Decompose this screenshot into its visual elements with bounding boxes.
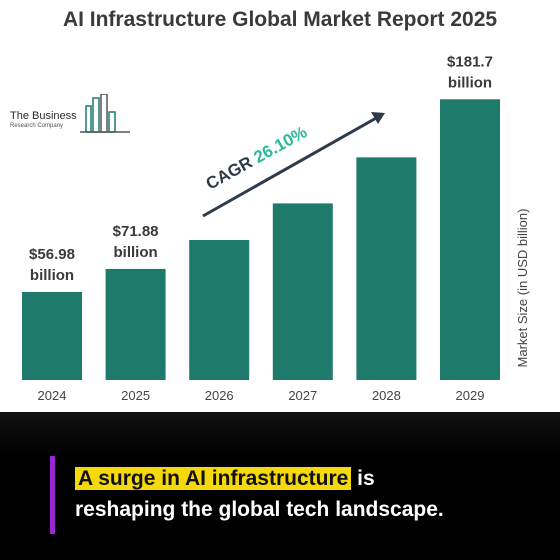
x-tick-label: 2026 — [205, 388, 234, 403]
bar-2025 — [105, 268, 166, 380]
bar-2029 — [440, 99, 500, 380]
data-label-unit: billion — [114, 244, 158, 261]
data-label-unit: billion — [30, 267, 74, 284]
x-tick-label: 2029 — [456, 388, 485, 403]
bar-2027 — [272, 203, 333, 380]
y-axis-label: Market Size (in USD billion) — [515, 209, 530, 368]
bar-chart: 2024 2025 2026 2027 2028 2029 $56.98 billion $71… — [22, 53, 530, 403]
x-tick-label: 2024 — [38, 388, 67, 403]
cagr-annotation: CAGR 26.10% — [203, 122, 311, 193]
caption-accent-bar — [50, 456, 55, 534]
bar-2026 — [189, 240, 250, 380]
logo-subtext: Research Company — [10, 123, 64, 129]
company-logo: The Business Research Company — [10, 94, 140, 140]
x-tick-label: 2025 — [121, 388, 150, 403]
data-label-value: $71.88 — [113, 223, 159, 240]
data-label-value: $56.98 — [29, 246, 75, 263]
logo-text: The Business — [10, 110, 77, 122]
x-tick-label: 2028 — [372, 388, 401, 403]
cagr-arrow-head-icon — [371, 112, 385, 124]
caption-highlight: A surge in AI infrastructure — [75, 467, 352, 490]
chart-title: AI Infrastructure Global Market Report 2… — [62, 8, 498, 31]
bar-2024 — [22, 291, 82, 380]
cagr-arrow-line — [202, 115, 379, 218]
bar-2028 — [356, 157, 417, 380]
data-label-value: $181.7 — [447, 53, 493, 70]
logo-buildings-icon — [80, 94, 130, 133]
data-label-unit: billion — [448, 74, 492, 91]
caption-line2: reshaping the global tech landscape. — [75, 498, 444, 521]
x-tick-label: 2027 — [288, 388, 317, 403]
caption-rest: is — [351, 467, 375, 490]
caption-text: A surge in AI infrastructure is reshaping… — [75, 463, 545, 525]
